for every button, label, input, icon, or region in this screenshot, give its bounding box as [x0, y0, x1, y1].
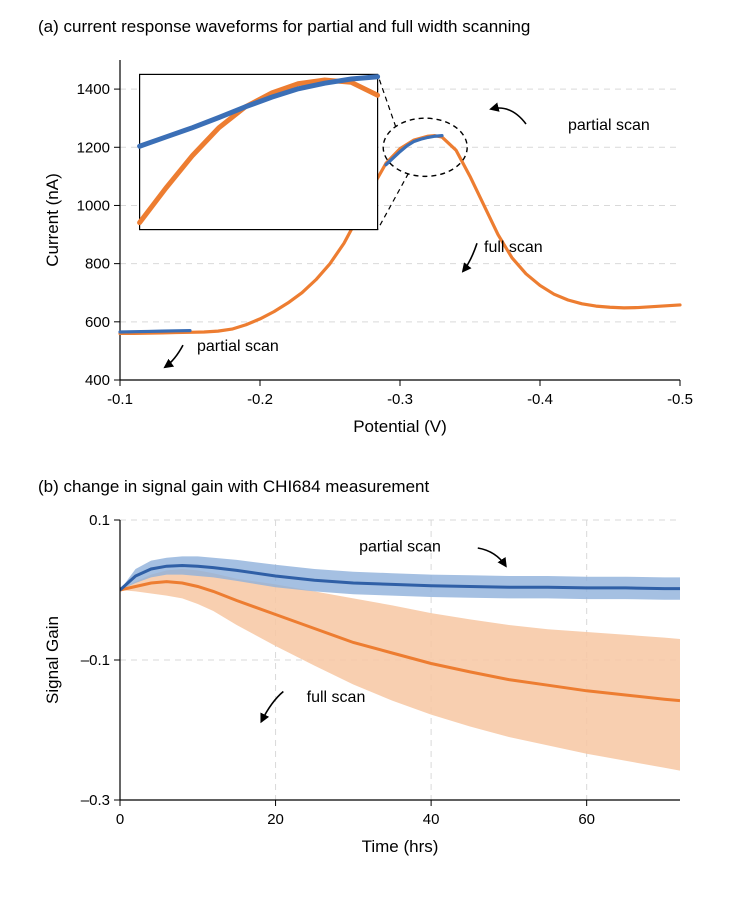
annotation-full-scan: full scan	[484, 239, 543, 256]
chart-b-title: (b) change in signal gain with CHI684 me…	[38, 477, 429, 496]
svg-text:-0.5: -0.5	[667, 391, 693, 408]
chart-a-ylabel: Current (nA)	[43, 173, 62, 267]
band-full-scan	[120, 569, 680, 771]
svg-text:800: 800	[85, 256, 110, 273]
chart-a-xlabel: Potential (V)	[353, 417, 447, 436]
svg-text:20: 20	[267, 811, 284, 828]
svg-text:1200: 1200	[77, 139, 110, 156]
svg-text:–0.3: –0.3	[81, 792, 110, 809]
svg-text:400: 400	[85, 372, 110, 389]
chart-b-xlabel: Time (hrs)	[362, 837, 439, 856]
series-partial-scan-peak	[386, 136, 442, 165]
svg-text:-0.2: -0.2	[247, 391, 273, 408]
svg-text:–0.1: –0.1	[81, 652, 110, 669]
chart-a-title: (a) current response waveforms for parti…	[38, 17, 530, 36]
annotation-full-scan: full scan	[307, 689, 366, 706]
svg-text:40: 40	[423, 811, 440, 828]
svg-text:1400: 1400	[77, 81, 110, 98]
svg-text:0.1: 0.1	[89, 512, 110, 529]
svg-text:600: 600	[85, 314, 110, 331]
svg-text:0: 0	[116, 811, 124, 828]
svg-text:1000: 1000	[77, 197, 110, 214]
chart-b-ylabel: Signal Gain	[43, 616, 62, 704]
annotation-partial-scan-low: partial scan	[197, 338, 279, 355]
chart-a: (a) current response waveforms for parti…	[20, 10, 720, 460]
annotation-partial-scan: partial scan	[568, 117, 650, 134]
series-partial-scan-low	[120, 331, 190, 332]
annotation-partial-scan: partial scan	[359, 539, 441, 556]
svg-text:-0.4: -0.4	[527, 391, 553, 408]
svg-text:60: 60	[578, 811, 595, 828]
chart-b: (b) change in signal gain with CHI684 me…	[20, 470, 720, 890]
svg-text:-0.1: -0.1	[107, 391, 133, 408]
svg-text:-0.3: -0.3	[387, 391, 413, 408]
